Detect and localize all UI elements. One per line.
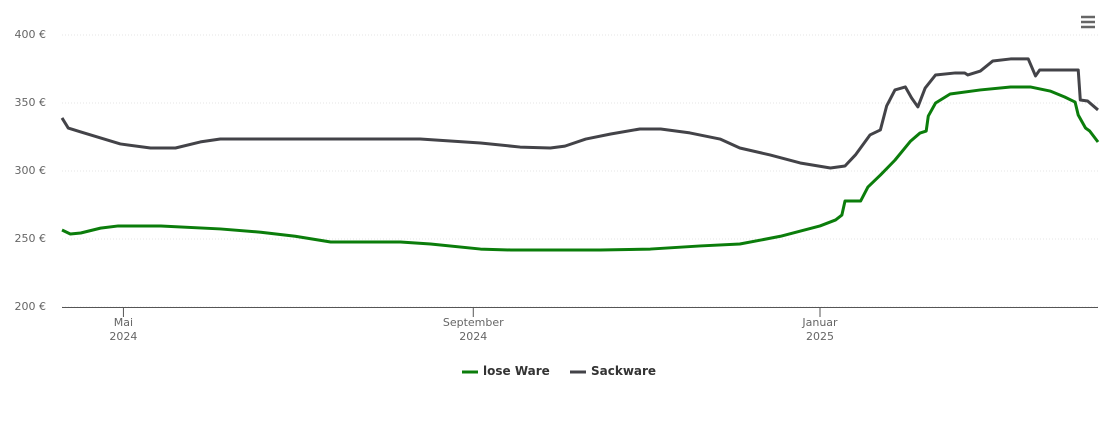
x-tick-label: September 2024 [442,316,504,343]
menu-button[interactable] [1078,14,1098,30]
legend-label: Sackware [591,364,657,378]
y-tick-label: 400 € [15,28,47,41]
x-tick-label: Mai 2024 [109,316,138,343]
y-tick-label: 350 € [15,96,47,109]
x-tick-label: Januar 2025 [802,316,838,343]
y-tick-label: 200 € [15,300,47,313]
series-line [60,57,1099,170]
y-tick-label: 300 € [15,164,47,177]
series-line [61,85,1100,252]
y-tick-label: 250 € [15,232,47,245]
legend-label: lose Ware [483,364,550,378]
